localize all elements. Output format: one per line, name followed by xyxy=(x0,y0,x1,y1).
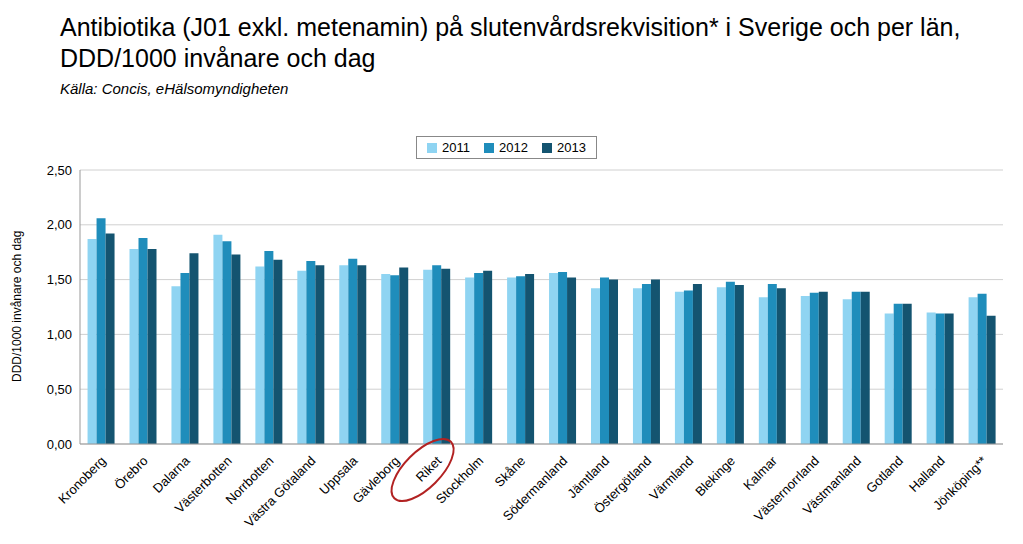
svg-text:Uppsala: Uppsala xyxy=(316,453,361,498)
svg-text:0,50: 0,50 xyxy=(47,382,72,397)
html-text:Antibiotika (J01 exkl. metenam: Antibiotika (J01 exkl. metenamin) på slu… xyxy=(60,13,961,72)
svg-text:2,00: 2,00 xyxy=(47,217,72,232)
html-text:Källa: Concis, eHälsomyndighet: Källa: Concis, eHälsomyndigheten xyxy=(60,80,289,97)
svg-text:Blekinge: Blekinge xyxy=(692,453,738,499)
svg-text:Värmland: Värmland xyxy=(646,453,696,503)
svg-text:Norrbotten: Norrbotten xyxy=(222,453,277,508)
svg-text:1,00: 1,00 xyxy=(47,327,72,342)
svg-text:Skåne: Skåne xyxy=(492,453,529,490)
svg-text:Östergötland: Östergötland xyxy=(591,453,654,516)
svg-text:Riket: Riket xyxy=(413,453,445,485)
svg-text:DDD/1000 invånare och dag: DDD/1000 invånare och dag xyxy=(10,231,24,382)
svg-text:Jönköping**: Jönköping** xyxy=(930,453,990,513)
svg-text:Södermanland: Södermanland xyxy=(500,453,570,523)
svg-text:Västra Götaland: Västra Götaland xyxy=(241,453,318,530)
svg-text:1,50: 1,50 xyxy=(47,272,72,287)
svg-text:Västerbotten: Västerbotten xyxy=(172,453,235,516)
svg-text:Kalmar: Kalmar xyxy=(740,453,780,493)
svg-text:Gävleborg: Gävleborg xyxy=(349,453,403,507)
svg-text:2,50: 2,50 xyxy=(47,163,72,178)
svg-text:0,00: 0,00 xyxy=(47,437,72,452)
html-text:2011: 2011 xyxy=(442,140,471,155)
svg-text:Västmanland: Västmanland xyxy=(800,453,864,517)
svg-text:Örebro: Örebro xyxy=(111,453,150,492)
svg-text:Jämtland: Jämtland xyxy=(564,453,613,502)
svg-text:Gotland: Gotland xyxy=(863,453,906,496)
html-text:2013: 2013 xyxy=(557,140,586,155)
html-text:2012: 2012 xyxy=(499,140,528,155)
svg-text:Stockholm: Stockholm xyxy=(433,453,487,507)
svg-text:Kronoberg: Kronoberg xyxy=(55,453,109,507)
svg-text:Dalarna: Dalarna xyxy=(149,453,193,496)
svg-text:Halland: Halland xyxy=(906,453,948,495)
svg-text:Västernorrland: Västernorrland xyxy=(751,453,822,525)
